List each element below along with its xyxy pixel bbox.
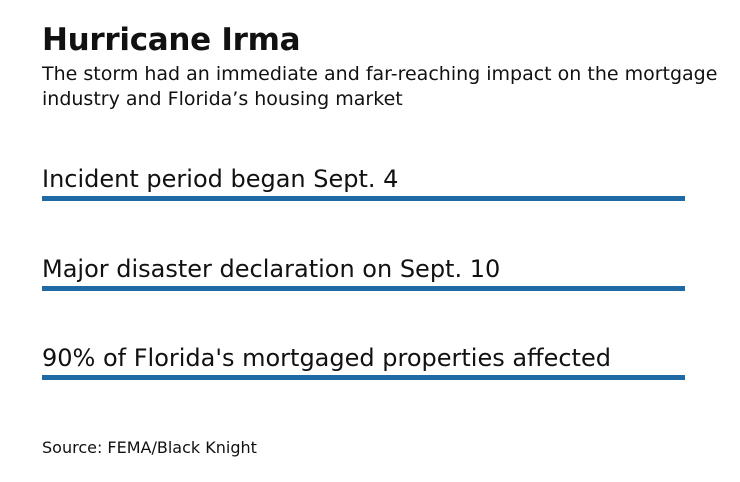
fact-underline-bar (42, 375, 685, 380)
fact-incident-period: Incident period began Sept. 4 (42, 164, 685, 201)
subtitle: The storm had an immediate and far-reach… (42, 63, 718, 110)
fact-properties-affected: 90% of Florida's mortgaged properties af… (42, 343, 685, 380)
title: Hurricane Irma (42, 22, 301, 58)
fact-disaster-declaration: Major disaster declaration on Sept. 10 (42, 254, 685, 291)
fact-text: 90% of Florida's mortgaged properties af… (42, 344, 611, 372)
source-note: Source: FEMA/Black Knight (42, 438, 257, 457)
fact-text: Major disaster declaration on Sept. 10 (42, 255, 501, 283)
fact-text: Incident period began Sept. 4 (42, 165, 399, 193)
fact-underline-bar (42, 196, 685, 201)
fact-underline-bar (42, 286, 685, 291)
